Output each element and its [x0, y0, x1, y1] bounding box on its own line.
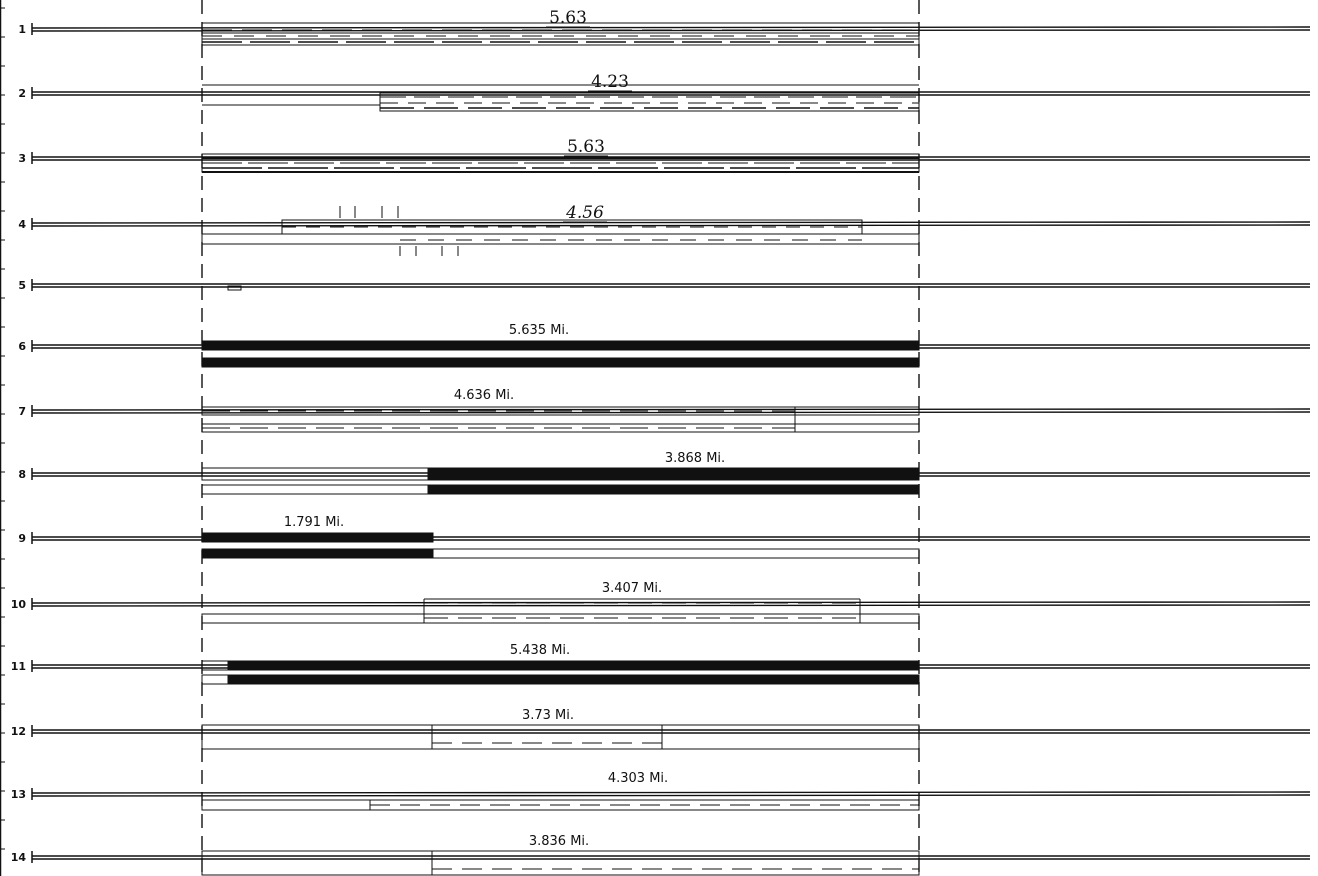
route-row: 35.63	[18, 137, 1310, 165]
row-number: 14	[11, 851, 27, 864]
route-row: 24.23	[18, 72, 1310, 100]
segment-box	[379, 92, 920, 112]
route-row: 15.63	[18, 8, 1311, 36]
segment-box	[201, 22, 920, 46]
centerline-upper	[31, 26, 1311, 29]
segment-length-label: 5.63	[549, 8, 587, 28]
row-number: 8	[18, 468, 26, 481]
segment-box	[201, 850, 920, 876]
centerline-lower	[31, 224, 1311, 227]
row-number: 5	[18, 279, 26, 292]
row-number: 2	[18, 87, 26, 100]
segment-box	[201, 724, 920, 750]
solid-bar	[427, 484, 920, 495]
segment-box	[201, 548, 920, 559]
row-number: 4	[18, 218, 26, 231]
segment-box	[201, 613, 920, 624]
segment-length-label: 4.636 Mi.	[454, 388, 514, 403]
row-number: 13	[11, 788, 26, 801]
route-row: 10 3.407 Mi.	[11, 581, 1311, 611]
row-number: 3	[18, 152, 26, 165]
segment-box	[431, 724, 663, 750]
row-number: 7	[18, 405, 26, 418]
segment-box	[201, 233, 920, 245]
centerline-lower	[31, 411, 1311, 414]
centerline-upper	[31, 408, 1311, 411]
small-box	[227, 285, 242, 291]
segment-length-label: 4.303 Mi.	[608, 771, 668, 786]
row-number: 6	[18, 340, 26, 353]
route-row: 7 4.636 Mi.	[18, 388, 1311, 418]
route-row: 44.56	[18, 203, 1311, 231]
solid-bar	[427, 467, 920, 480]
segment-length-label: 5.635 Mi.	[509, 323, 569, 338]
segment-length-label: 5.438 Mi.	[510, 643, 570, 658]
row-number: 1	[18, 23, 26, 36]
solid-bar	[201, 548, 434, 559]
segment-length-label: 4.56	[565, 203, 604, 223]
row-number: 11	[11, 660, 26, 673]
segment-length-label: 4.23	[591, 72, 629, 92]
segment-length-label: 3.407 Mi.	[602, 581, 662, 596]
row-number: 10	[11, 598, 27, 611]
segment-box	[431, 850, 920, 876]
segment-length-label: 3.868 Mi.	[665, 451, 725, 466]
solid-bar	[227, 660, 920, 671]
solid-bar	[201, 340, 920, 351]
solid-bar	[201, 357, 920, 368]
base-layer	[0, 0, 920, 876]
segment-length-label: 3.73 Mi.	[522, 708, 574, 723]
row-number: 12	[11, 725, 26, 738]
route-row: 12 3.73 Mi.	[11, 708, 1310, 738]
solid-bar	[201, 532, 434, 543]
segment-length-label: 5.63	[567, 137, 605, 157]
segment-length-label: 1.791 Mi.	[284, 515, 344, 530]
centerline-lower	[31, 794, 1311, 797]
centerline-upper	[31, 791, 1311, 794]
route-row: 14 3.836 Mi.	[11, 834, 1310, 864]
route-row: 5	[18, 279, 1310, 292]
centerline-lower	[31, 604, 1311, 607]
centerline-upper	[31, 221, 1311, 224]
solid-bar	[227, 674, 920, 685]
route-row: 13 4.303 Mi.	[11, 771, 1311, 801]
row-number: 9	[18, 532, 26, 545]
segment-length-label: 3.836 Mi.	[529, 834, 589, 849]
